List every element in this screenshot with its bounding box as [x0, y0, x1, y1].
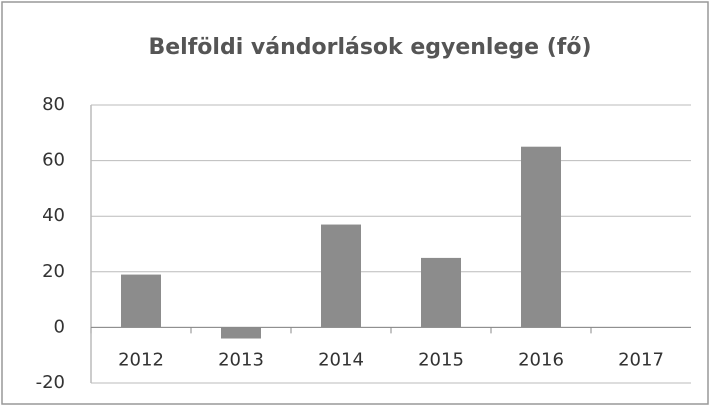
y-tick-label: -20 [36, 372, 65, 393]
x-tick-label: 2016 [518, 349, 564, 370]
bar [321, 224, 361, 328]
x-tick-label: 2015 [418, 349, 464, 370]
bar [521, 146, 561, 328]
chart-title: Belföldi vándorlások egyenlege (fő) [148, 35, 591, 60]
x-tick-label: 2012 [118, 349, 164, 370]
x-tick-label: 2014 [318, 349, 364, 370]
y-tick-label: 0 [54, 316, 65, 337]
y-tick-label: 80 [42, 94, 65, 115]
x-tick-label: 2013 [218, 349, 264, 370]
y-tick-label: 60 [42, 150, 65, 171]
x-tick-label: 2017 [618, 349, 664, 370]
bar [221, 327, 261, 339]
bar [121, 274, 161, 328]
bar [421, 257, 461, 328]
y-tick-label: 40 [42, 205, 65, 226]
y-tick-label: 20 [42, 261, 65, 282]
